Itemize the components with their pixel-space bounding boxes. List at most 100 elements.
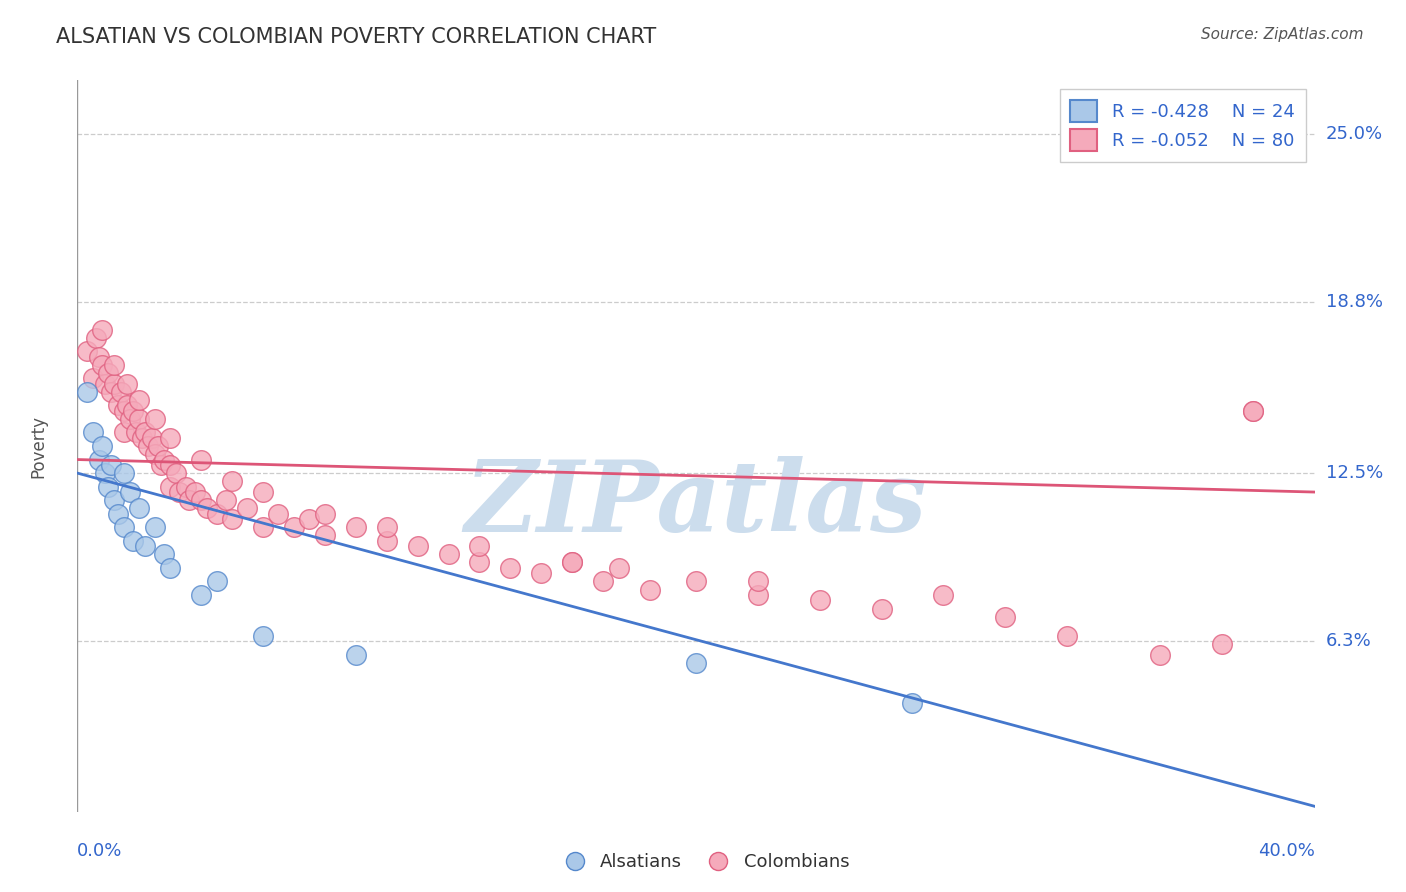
Point [638,582,661,597]
Text: Source: ZipAtlas.com: Source: ZipAtlas.com [1201,27,1364,42]
Text: 12.5%: 12.5% [1326,464,1384,482]
Point [112,520,135,534]
Point [685,574,707,589]
Point [100,458,122,472]
Point [932,588,955,602]
Point [685,656,707,670]
Point [1241,404,1264,418]
Point [94,376,117,391]
Point [103,493,125,508]
Point [76,384,98,399]
Point [607,561,630,575]
Point [592,574,614,589]
Text: ALSATIAN VS COLOMBIAN POVERTY CORRELATION CHART: ALSATIAN VS COLOMBIAN POVERTY CORRELATIO… [56,27,657,46]
Legend: R = -0.428    N = 24, R = -0.052    N = 80: R = -0.428 N = 24, R = -0.052 N = 80 [1060,89,1306,162]
Point [205,574,228,589]
Point [128,501,150,516]
Point [375,533,398,548]
Point [112,404,135,418]
Point [153,547,176,561]
Point [118,412,141,426]
Point [159,458,181,472]
Text: Poverty: Poverty [30,415,48,477]
Point [195,501,218,516]
Point [901,697,924,711]
Point [221,512,243,526]
Point [115,376,138,391]
Point [870,601,893,615]
Point [165,466,187,480]
Point [169,485,191,500]
Point [159,561,181,575]
Point [221,474,243,488]
Point [112,466,135,480]
Point [128,412,150,426]
Point [747,588,769,602]
Point [82,425,104,440]
Point [87,350,110,364]
Point [82,371,104,385]
Point [134,425,156,440]
Point [76,344,98,359]
Point [468,539,491,553]
Point [1056,629,1078,643]
Point [314,507,336,521]
Point [149,458,172,472]
Point [437,547,460,561]
Point [530,566,553,581]
Legend: Alsatians, Colombians: Alsatians, Colombians [550,847,856,879]
Point [561,556,583,570]
Point [103,358,125,372]
Point [112,425,135,440]
Point [94,466,117,480]
Point [314,528,336,542]
Point [143,520,166,534]
Point [468,556,491,570]
Point [97,366,120,380]
Point [344,520,367,534]
Point [190,452,212,467]
Point [91,322,114,336]
Point [205,507,228,521]
Point [283,520,305,534]
Point [215,493,238,508]
Point [100,384,122,399]
Text: 0.0%: 0.0% [77,842,122,860]
Point [143,447,166,461]
Point [344,648,367,662]
Point [125,425,148,440]
Point [252,629,274,643]
Text: 40.0%: 40.0% [1258,842,1315,860]
Point [236,501,259,516]
Point [159,431,181,445]
Point [994,609,1017,624]
Text: 18.8%: 18.8% [1326,293,1382,311]
Point [91,439,114,453]
Point [177,493,200,508]
Point [153,452,176,467]
Point [138,439,160,453]
Point [252,485,274,500]
Point [190,493,212,508]
Point [1149,648,1171,662]
Point [122,533,145,548]
Point [747,574,769,589]
Point [190,588,212,602]
Point [107,398,129,412]
Point [159,480,181,494]
Point [87,452,110,467]
Text: 6.3%: 6.3% [1326,632,1371,650]
Point [84,331,107,345]
Point [91,358,114,372]
Text: 25.0%: 25.0% [1326,126,1384,144]
Point [115,398,138,412]
Point [174,480,197,494]
Point [97,480,120,494]
Point [134,539,156,553]
Point [107,507,129,521]
Point [1211,637,1233,651]
Point [252,520,274,534]
Point [118,485,141,500]
Point [406,539,429,553]
Point [146,439,169,453]
